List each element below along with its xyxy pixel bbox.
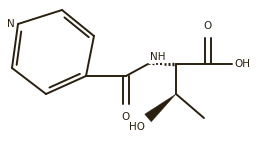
Text: O: O — [204, 21, 212, 31]
Text: HO: HO — [129, 122, 145, 132]
Polygon shape — [145, 94, 176, 122]
Text: OH: OH — [234, 59, 250, 69]
Text: N: N — [7, 19, 15, 29]
Text: NH: NH — [150, 52, 166, 62]
Text: O: O — [122, 112, 130, 122]
